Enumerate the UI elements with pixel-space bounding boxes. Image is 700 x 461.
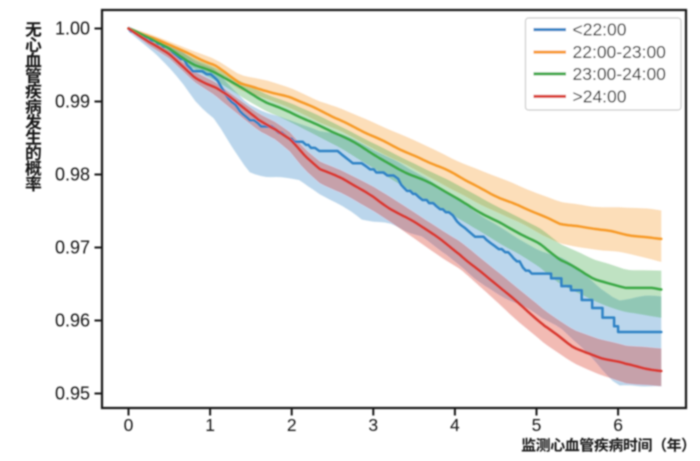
- svg-text:0: 0: [124, 415, 134, 435]
- svg-text:23:00-24:00: 23:00-24:00: [573, 64, 667, 84]
- svg-text:3: 3: [368, 415, 378, 435]
- svg-text:1: 1: [205, 415, 215, 435]
- svg-text:0.97: 0.97: [55, 238, 90, 258]
- svg-text:0.95: 0.95: [55, 384, 90, 404]
- svg-text:2: 2: [287, 415, 297, 435]
- svg-text:0.99: 0.99: [55, 92, 90, 112]
- svg-text:1.00: 1.00: [55, 19, 90, 39]
- svg-text:0.98: 0.98: [55, 165, 90, 185]
- svg-text:>24:00: >24:00: [573, 86, 627, 106]
- svg-text:22:00-23:00: 22:00-23:00: [573, 42, 667, 62]
- svg-text:5: 5: [532, 415, 542, 435]
- svg-text:<22:00: <22:00: [573, 20, 627, 40]
- svg-text:4: 4: [450, 415, 460, 435]
- svg-text:6: 6: [613, 415, 623, 435]
- svg-text:0.96: 0.96: [55, 311, 90, 331]
